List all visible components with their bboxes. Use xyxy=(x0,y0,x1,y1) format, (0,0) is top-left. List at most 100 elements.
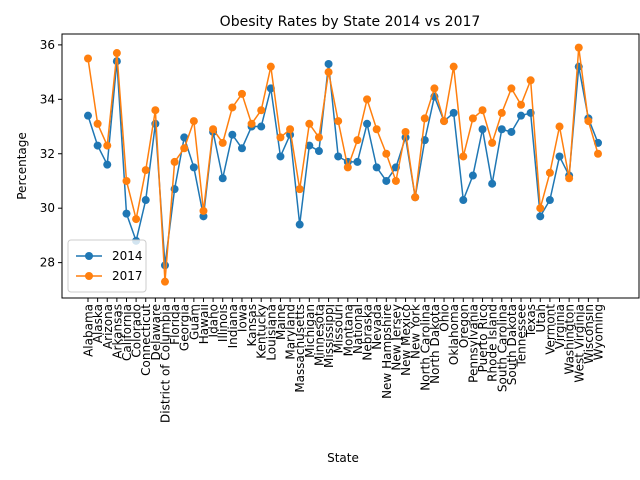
data-point xyxy=(103,160,112,169)
data-point xyxy=(218,174,227,183)
data-point xyxy=(545,168,554,177)
data-point xyxy=(276,133,285,142)
data-point xyxy=(459,196,468,205)
y-axis-label: Percentage xyxy=(15,132,29,200)
data-point xyxy=(507,127,516,136)
x-tick-label: Oregon xyxy=(457,304,471,348)
data-point xyxy=(584,117,593,126)
data-point xyxy=(305,141,314,150)
series-2017 xyxy=(84,43,602,286)
data-point xyxy=(93,141,102,150)
data-point xyxy=(440,117,449,126)
x-tick-label: New Mexico xyxy=(399,304,413,376)
x-tick-label: Michigan xyxy=(303,304,317,358)
x-tick-label: Illinois xyxy=(216,304,230,342)
legend: 2014 2017 xyxy=(67,239,147,293)
x-tick-label: Guam xyxy=(187,304,201,340)
x-tick-label: Virginia xyxy=(553,304,567,349)
data-point xyxy=(141,166,150,175)
data-point xyxy=(93,119,102,128)
data-point xyxy=(536,204,545,213)
data-point xyxy=(228,130,237,139)
y-tick-label: 34 xyxy=(40,92,55,106)
data-point xyxy=(189,117,198,126)
x-tick-label: Texas xyxy=(524,304,538,338)
data-point xyxy=(497,108,506,117)
x-tick-label: National xyxy=(351,304,365,354)
legend-box xyxy=(67,239,147,293)
data-point xyxy=(372,163,381,172)
x-tick-label: Hawaii xyxy=(197,304,211,344)
data-point xyxy=(382,176,391,185)
data-point xyxy=(594,149,602,158)
data-point xyxy=(526,76,535,85)
chart-title: Obesity Rates by State 2014 vs 2017 xyxy=(220,14,481,30)
x-tick-label: Louisiana xyxy=(264,304,278,361)
y-tick-label: 28 xyxy=(40,256,55,270)
data-point xyxy=(295,185,304,194)
data-point xyxy=(151,106,160,115)
data-point xyxy=(478,106,487,115)
x-tick-label: New York xyxy=(409,304,423,359)
x-tick-label: North Dakota xyxy=(428,304,442,384)
data-point xyxy=(363,119,372,128)
data-point xyxy=(209,125,218,134)
data-point xyxy=(401,127,410,136)
data-point xyxy=(449,62,458,71)
data-point xyxy=(257,106,266,115)
data-point xyxy=(488,179,497,188)
x-tick-label: Maryland xyxy=(284,304,298,360)
x-tick-label: Delaware xyxy=(149,304,163,361)
x-tick-label: Arkansas xyxy=(110,304,124,359)
data-point xyxy=(449,108,458,117)
data-point xyxy=(266,62,275,71)
y-tick-label: 30 xyxy=(40,201,55,215)
x-tick-label: New Hampshire xyxy=(380,304,394,399)
x-tick-label: Kentucky xyxy=(255,304,269,359)
x-tick-label: Iowa xyxy=(235,304,249,332)
x-tick-label: District of Columbia xyxy=(158,304,172,423)
x-tick-label: California xyxy=(120,304,134,361)
x-tick-label: Arizona xyxy=(101,304,115,349)
data-point xyxy=(247,119,256,128)
data-point xyxy=(112,49,121,58)
data-point xyxy=(237,144,246,153)
data-point xyxy=(497,125,506,134)
data-point xyxy=(286,125,295,134)
data-point xyxy=(468,114,477,123)
data-point xyxy=(160,261,169,270)
data-point xyxy=(343,163,352,172)
legend-marker xyxy=(85,272,93,280)
data-point xyxy=(555,152,564,161)
y-tick-label: 32 xyxy=(40,147,55,161)
data-point xyxy=(574,43,583,52)
data-point xyxy=(334,152,343,161)
data-point xyxy=(459,152,468,161)
x-tick-label: South Carolina xyxy=(495,304,509,392)
x-axis-label: State xyxy=(327,451,359,465)
x-tick-label: Idaho xyxy=(207,304,221,337)
x-tick-label: South Dakota xyxy=(505,304,519,385)
x-tick-label: Utah xyxy=(534,304,548,332)
data-point xyxy=(468,171,477,180)
data-point xyxy=(536,212,545,221)
x-tick-label: Montana xyxy=(341,304,355,356)
data-point xyxy=(132,215,141,224)
legend-label: 2014 xyxy=(112,249,143,263)
data-point xyxy=(218,138,227,147)
series-line xyxy=(87,61,599,266)
data-point xyxy=(84,111,92,120)
data-point xyxy=(141,196,150,205)
x-tick-label: New Jersey xyxy=(389,304,403,371)
data-point xyxy=(517,100,526,109)
x-tick-label: Ohio xyxy=(438,304,452,332)
data-point xyxy=(228,103,237,112)
y-tick-label: 36 xyxy=(40,38,55,52)
x-tick-label: Vermont xyxy=(543,304,557,355)
x-tick-label: Wisconsin xyxy=(582,304,596,364)
data-point xyxy=(507,84,516,93)
x-tick-label: Minnesota xyxy=(312,304,326,366)
data-point xyxy=(189,163,198,172)
data-point xyxy=(545,196,554,205)
x-tick-label: Wyoming xyxy=(592,304,606,360)
